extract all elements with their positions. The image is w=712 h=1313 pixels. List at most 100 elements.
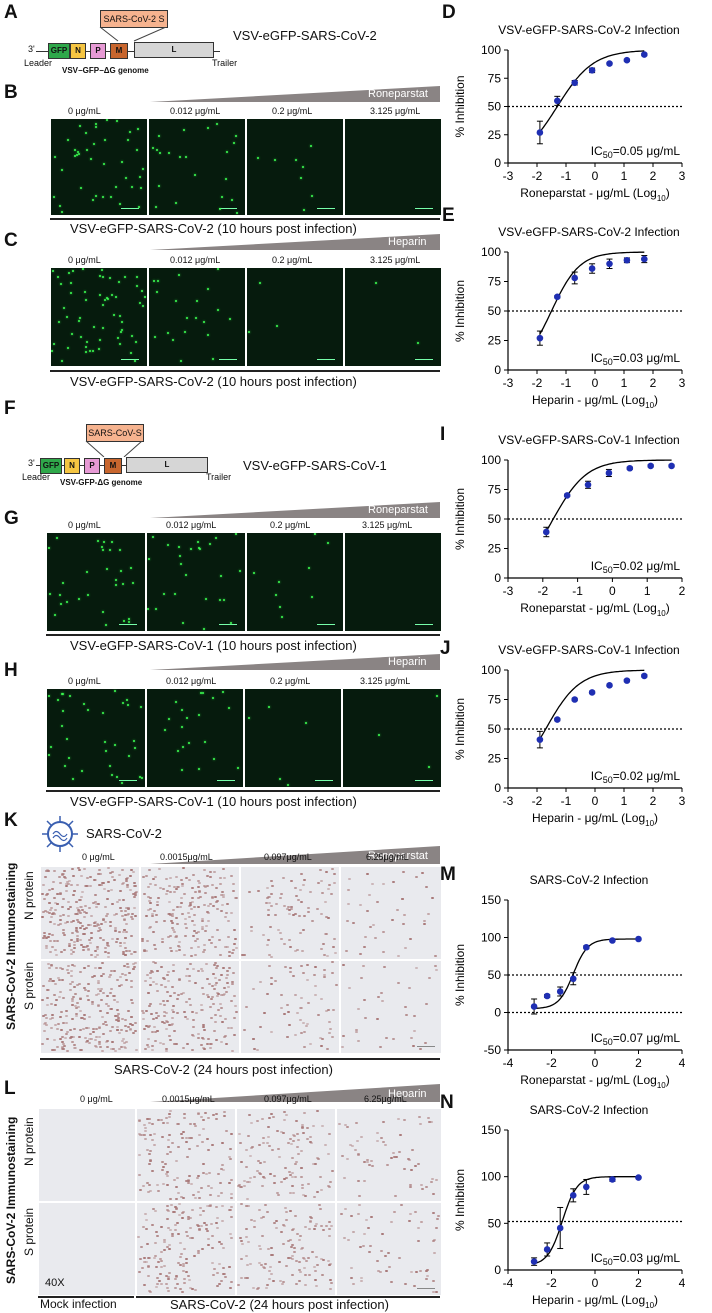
data-point [668,462,675,470]
ihc-image: 40X [38,1202,136,1296]
x-tick-label: 2 [650,794,657,808]
caption: SARS-CoV-2 (24 hours post infection) [114,1062,333,1077]
genome-3prime: 3' [28,458,35,468]
caption-rule [38,1296,134,1298]
data-point [641,672,648,680]
gene-m: M [110,43,128,59]
micrograph [148,267,246,367]
data-point [606,682,613,689]
data-point [583,1183,590,1191]
row-label: S protein [22,961,36,1010]
x-tick-label: -1 [561,376,572,390]
x-tick-label: -3 [503,169,514,183]
x-tick-label: -4 [503,1276,514,1290]
magnification-label: 40X [45,1277,65,1289]
data-point [623,56,631,64]
data-point [554,293,561,301]
micrograph [246,118,344,216]
conc-label: 0.012 μg/mL [170,255,221,265]
ihc-image [140,960,240,1054]
data-point [571,696,578,703]
virus-name: SARS-CoV-2 [86,826,162,841]
data-point [571,79,578,87]
conc-label: 0.2 μg/mL [270,676,311,686]
virus-name: VSV-eGFP-SARS-CoV-2 [233,28,377,43]
data-point [623,256,631,264]
chart-title: VSV-eGFP-SARS-CoV-1 Infection [498,433,679,447]
data-point [543,1246,551,1253]
conc-label: 0.097μg/mL [264,1094,312,1104]
micrograph [246,267,344,367]
y-tick-label: 75 [488,693,502,707]
x-axis-label: Roneparstat - μg/mL (Log10) [520,1073,669,1090]
conc-label: 3.125 μg/mL [360,676,411,686]
caption-rule [40,1058,440,1060]
data-point [530,1258,538,1265]
drug-label: Heparin [388,656,427,668]
ihc-image [240,866,340,960]
ihc-image [340,866,442,960]
panel-letter-m: M [440,864,456,885]
ic50-label: IC50=0.02 μg/mL [591,559,681,575]
panel-letter-a: A [4,2,18,23]
panel-letter-i: I [440,424,446,445]
caption-rule [46,790,440,792]
ihc-image [240,960,340,1054]
conc-label: 0.2 μg/mL [272,255,313,265]
panel-letter-d: D [442,2,456,23]
micrograph [344,118,442,216]
insert-box: SARS-CoV-S [86,424,144,442]
x-tick-label: -2 [532,169,543,183]
conc-label: 0 μg/mL [82,852,115,862]
y-axis-label: % Inhibition [453,1169,467,1231]
mock-caption: Mock infection [40,1297,117,1311]
data-point [556,988,564,995]
y-tick-label: 50 [488,100,502,114]
data-point [536,129,544,136]
caption: VSV-eGFP-SARS-CoV-1 (10 hours post infec… [70,794,357,809]
y-tick-label: 0 [494,571,501,585]
conc-label: 0 μg/mL [80,1094,113,1104]
data-point [641,255,648,263]
ihc-image [40,866,140,960]
y-axis-label: % Inhibition [453,75,467,137]
micrograph [344,267,442,367]
drug-label: Heparin [388,1088,427,1100]
x-tick-label: -2 [546,1276,557,1290]
caption: VSV-eGFP-SARS-CoV-2 (10 hours post infec… [70,221,357,236]
chart-title: VSV-eGFP-SARS-CoV-2 Infection [498,23,679,37]
data-point [563,492,571,499]
genome-trailer: Trailer [212,58,238,68]
x-tick-label: -2 [537,584,548,598]
insert-connector [85,441,143,457]
panel-letter-k: K [4,810,18,831]
x-tick-label: 0 [592,376,599,390]
x-axis-label: Heparin - μg/mL (Log10) [532,811,658,828]
conc-label: 0.0015μg/mL [162,1094,215,1104]
genome-trailer: Trailer [206,472,232,482]
chart-title: VSV-eGFP-SARS-CoV-1 Infection [498,643,679,657]
y-tick-label: 150 [481,1123,501,1137]
genome-label: VSV−GFP−ΔG genome [62,66,149,75]
x-tick-label: 0 [592,169,599,183]
micrograph [46,532,146,632]
x-tick-label: -2 [532,794,543,808]
chart-title: SARS-CoV-2 Infection [530,1103,649,1117]
x-tick-label: 3 [679,794,686,808]
panel-letter-j: J [440,638,451,659]
y-tick-label: 0 [494,1006,501,1020]
conc-label: 0.012 μg/mL [166,676,217,686]
concentration-wedge [150,86,440,102]
data-point [569,1192,577,1199]
data-point [647,462,654,470]
chart-i: VSV-eGFP-SARS-CoV-1 Infection -3 -2 -1 0 1 2 0 2… [453,433,686,618]
data-point [635,1174,642,1181]
caption: VSV-eGFP-SARS-CoV-2 (10 hours post infec… [70,374,357,389]
chart-d: VSV-eGFP-SARS-CoV-2 Infection -3 -2 -1 0 1 2 3 0… [453,23,686,203]
y-axis-label: % Inhibition [453,944,467,1006]
data-point [569,975,577,983]
y-tick-label: 100 [481,453,501,467]
caption-rule [50,218,440,220]
ihc-image [236,1108,336,1202]
gene-p: P [84,458,100,474]
